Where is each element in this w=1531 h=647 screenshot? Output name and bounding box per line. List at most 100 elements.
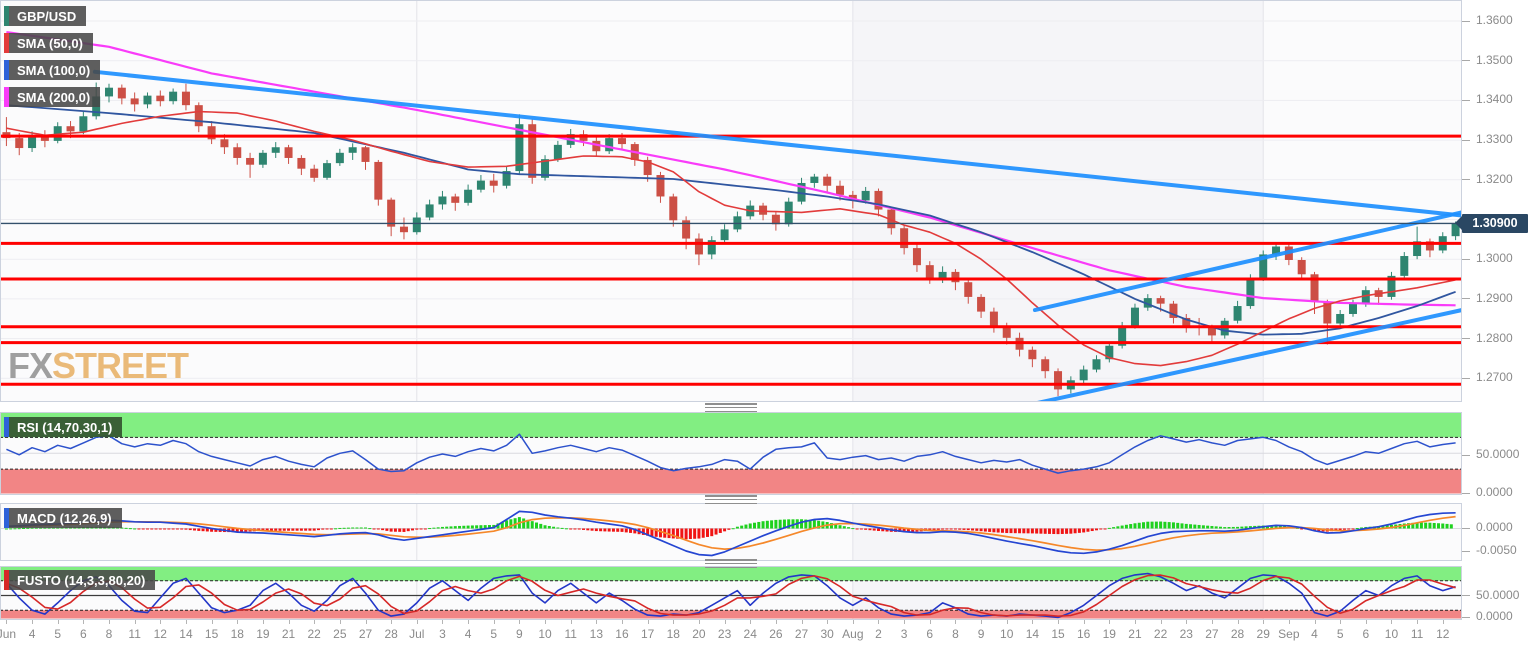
time-axis-label: Jun — [0, 627, 17, 641]
time-axis-label: 24 — [743, 627, 757, 641]
main-price-chart[interactable] — [0, 0, 1462, 402]
time-axis-tick — [1160, 620, 1162, 624]
current-price-value: 1.30900 — [1472, 216, 1518, 231]
time-axis-label: 4 — [28, 627, 36, 641]
macd-panel-chart[interactable] — [0, 503, 1462, 561]
legend-symbol[interactable]: GBP/USD — [4, 6, 87, 26]
macd-indicator-chip[interactable]: MACD (12,26,9) — [4, 508, 122, 528]
fusto-panel-chart[interactable] — [0, 566, 1462, 620]
time-axis-tick — [545, 620, 547, 624]
rsi-indicator-chip[interactable]: RSI (14,70,30,1) — [4, 417, 123, 437]
time-axis-tick — [801, 620, 803, 624]
time-axis-label: 20 — [692, 627, 706, 641]
time-axis-label: 14 — [179, 627, 193, 641]
time-axis-label: 8 — [105, 627, 113, 641]
price-axis-label: 1.3400 — [1476, 92, 1513, 107]
price-axis-label: 1.3000 — [1476, 251, 1513, 266]
time-axis-label: 8 — [952, 627, 959, 641]
panel-resize-grip-rsi-macd[interactable] — [705, 495, 757, 504]
oscillator-axis-tick — [1462, 454, 1470, 456]
price-axis-label: 1.3600 — [1476, 13, 1513, 27]
price-axis-tick — [1462, 99, 1470, 101]
time-axis-tick — [237, 620, 239, 624]
time-axis-tick — [185, 620, 187, 624]
oscillator-axis-tick — [1462, 527, 1470, 529]
legend-sma200[interactable]: SMA (200,0) — [4, 87, 101, 107]
price-axis[interactable]: 1.36001.35001.34001.33001.32001.31001.30… — [1462, 0, 1531, 402]
time-axis-tick — [698, 620, 700, 624]
panel-resize-grip-main-rsi[interactable] — [705, 403, 757, 412]
oscillator-axis-tick — [1462, 616, 1470, 618]
price-axis-tick — [1462, 338, 1470, 340]
oscillator-axis-label: 0.0000 — [1476, 520, 1513, 534]
time-axis-tick — [32, 620, 34, 624]
time-axis-label: 5 — [490, 627, 498, 641]
legend-sma100[interactable]: SMA (100,0) — [4, 60, 101, 80]
price-axis-tick — [1462, 179, 1470, 181]
time-axis-label: 29 — [1256, 627, 1270, 641]
time-axis-tick — [6, 620, 8, 624]
time-axis-tick — [1237, 620, 1239, 624]
rsi-panel-chart[interactable] — [0, 412, 1462, 495]
time-axis-label: 27 — [1205, 627, 1219, 641]
time-axis[interactable]: Jun45681112141518192122252728Jul34591011… — [0, 620, 1531, 647]
time-axis-tick — [775, 620, 777, 624]
time-axis-label: Jul — [409, 627, 425, 641]
price-axis-label: 1.3300 — [1476, 132, 1513, 147]
time-axis-label: 27 — [358, 627, 373, 641]
time-axis-label: 6 — [80, 627, 87, 641]
time-axis-tick — [1211, 620, 1213, 624]
fusto-indicator-chip[interactable]: FUSTO (14,3,3,80,20) — [4, 570, 156, 590]
fusto-series-icon — [4, 570, 9, 590]
time-axis-tick — [1109, 620, 1111, 624]
time-axis-label: 28 — [384, 627, 398, 641]
time-axis-tick — [262, 620, 264, 624]
price-axis-label: 1.2800 — [1476, 330, 1513, 345]
price-tag-arrow-icon — [1455, 216, 1462, 231]
time-axis-tick — [673, 620, 675, 624]
candlestick-series-icon — [4, 6, 9, 26]
time-axis-label: 3 — [439, 627, 446, 641]
time-axis-tick — [416, 620, 418, 624]
legend-sma50[interactable]: SMA (50,0) — [4, 33, 93, 53]
price-axis-tick — [1462, 377, 1470, 379]
time-axis-tick — [904, 620, 906, 624]
time-axis-label: 30 — [820, 627, 834, 641]
time-axis-label: 27 — [794, 627, 809, 641]
time-axis-label: 5 — [1336, 627, 1344, 641]
time-axis-label: 21 — [1128, 627, 1142, 641]
time-axis-tick — [493, 620, 495, 624]
rsi-label: RSI (14,70,30,1) — [9, 417, 123, 437]
time-axis-tick — [852, 620, 854, 624]
time-axis-label: 12 — [1436, 627, 1450, 641]
price-axis-tick — [1462, 139, 1470, 141]
time-axis-tick — [1314, 620, 1316, 624]
time-axis-label: 16 — [1076, 627, 1091, 641]
time-axis-tick — [83, 620, 85, 624]
time-axis-label: 14 — [1025, 627, 1040, 641]
time-axis-tick — [724, 620, 726, 624]
panel-resize-grip-macd-fusto[interactable] — [705, 559, 757, 568]
oscillator-axis-tick — [1462, 492, 1470, 494]
time-axis-tick — [288, 620, 290, 624]
time-axis-label: 11 — [1410, 627, 1424, 641]
time-axis-label: 13 — [589, 627, 604, 641]
time-axis-tick — [211, 620, 213, 624]
time-axis-label: 16 — [615, 627, 629, 641]
time-axis-tick — [596, 620, 598, 624]
time-axis-label: Aug — [842, 627, 864, 641]
time-axis-tick — [1032, 620, 1034, 624]
price-axis-label: 1.3200 — [1476, 171, 1513, 186]
time-axis-tick — [1288, 620, 1290, 624]
sma100-series-icon — [4, 60, 9, 80]
time-axis-tick — [1417, 620, 1419, 624]
oscillator-axis-label: -0.0050 — [1476, 543, 1517, 557]
time-axis-label: 17 — [640, 627, 655, 641]
price-axis-label: 1.3500 — [1476, 52, 1513, 67]
current-price-tag: 1.30900 — [1455, 213, 1528, 233]
time-axis-tick — [314, 620, 316, 624]
time-axis-tick — [339, 620, 341, 624]
time-axis-label: 11 — [128, 627, 141, 641]
sma50-series-icon — [4, 33, 9, 53]
